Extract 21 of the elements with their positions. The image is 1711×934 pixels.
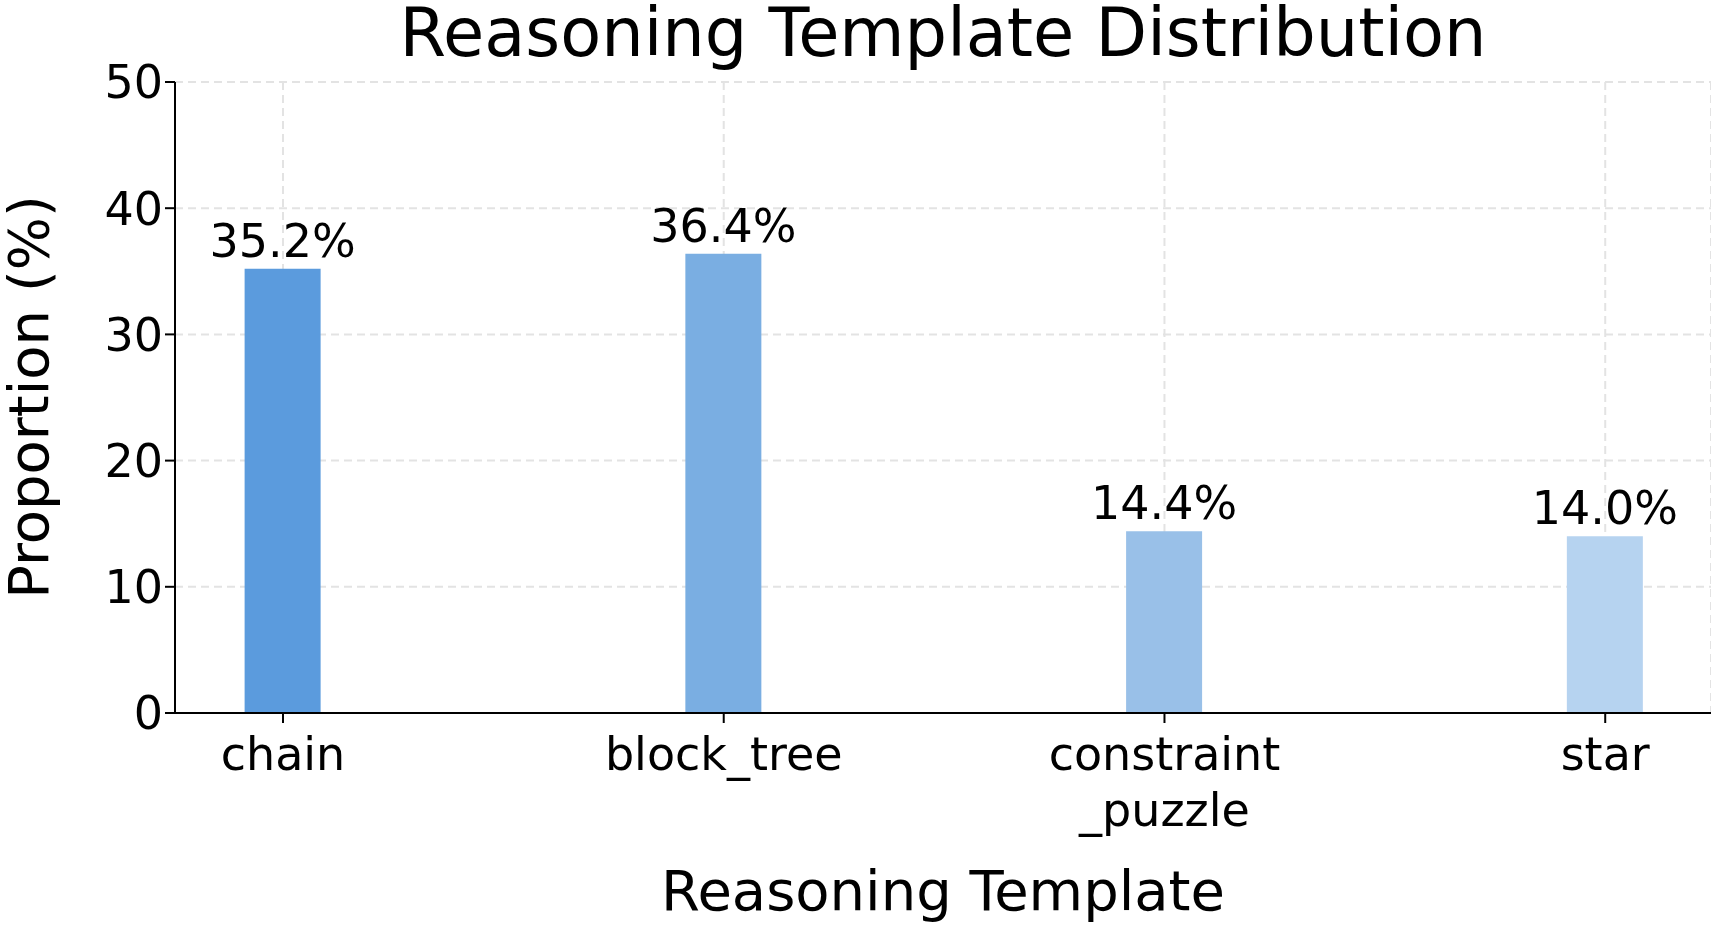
chart-title: Reasoning Template Distribution bbox=[398, 0, 1488, 72]
y-tick-label: 0 bbox=[133, 686, 163, 741]
y-axis-title: Proportion (%) bbox=[0, 195, 61, 599]
y-tick-label: 40 bbox=[104, 181, 163, 236]
y-tick-label: 20 bbox=[104, 433, 163, 488]
bar bbox=[244, 268, 321, 713]
data-label: 14.4% bbox=[1091, 476, 1238, 531]
x-tick-label: chain bbox=[220, 727, 346, 782]
x-tick-label: star bbox=[1560, 727, 1650, 782]
data-label: 14.0% bbox=[1531, 481, 1678, 536]
y-tick-label: 30 bbox=[104, 307, 163, 362]
bar bbox=[1566, 536, 1643, 713]
y-tick-label: 10 bbox=[104, 560, 163, 615]
bar bbox=[1126, 531, 1203, 713]
y-tick-label: 50 bbox=[104, 55, 163, 110]
bar bbox=[685, 253, 762, 713]
x-tick-label: block_tree bbox=[604, 727, 843, 782]
x-tick-label: constraint _puzzle bbox=[1048, 727, 1281, 837]
x-axis-title: Reasoning Template bbox=[660, 858, 1226, 923]
data-label: 36.4% bbox=[650, 198, 797, 253]
data-label: 35.2% bbox=[209, 213, 356, 268]
